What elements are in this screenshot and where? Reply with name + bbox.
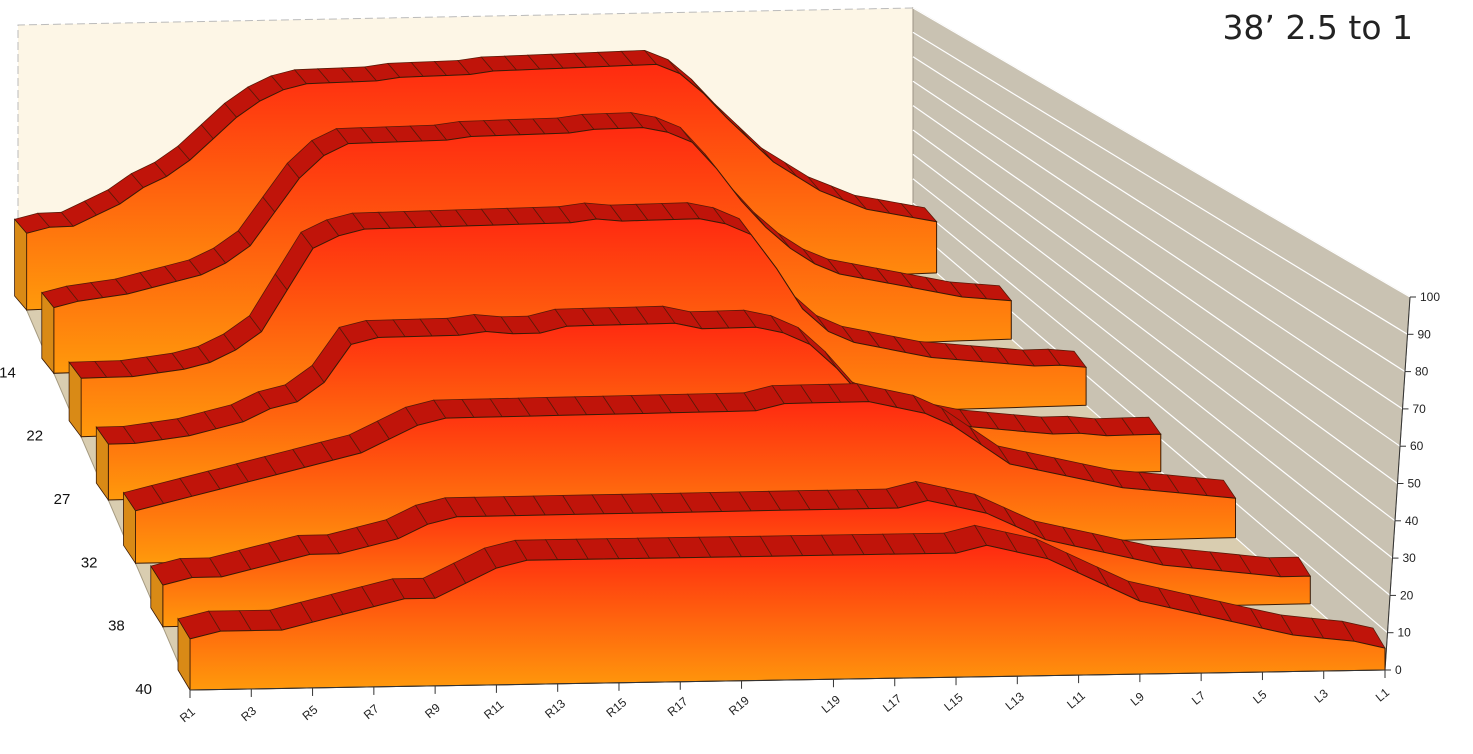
gridline-side — [912, 129, 1398, 484]
category-tick-label: R17 — [665, 694, 691, 719]
depth-tick-label: 22 — [26, 428, 43, 445]
category-tick-label: R9 — [422, 700, 443, 721]
category-tick-label: L11 — [1064, 688, 1088, 711]
z-tick-label: 20 — [1400, 588, 1414, 602]
category-tick-label: R3 — [238, 703, 259, 724]
z-tick-label: 70 — [1413, 402, 1427, 416]
category-axis-line — [189, 669, 1386, 691]
category-tick-label: L1 — [1373, 685, 1392, 705]
category-tick-label: R15 — [603, 695, 629, 720]
series-end-cap — [41, 291, 55, 375]
category-tick-label: L17 — [880, 691, 905, 715]
category-tick-label: R1 — [177, 704, 198, 725]
depth-tick-label: 40 — [135, 681, 152, 698]
series-end-cap — [95, 425, 109, 502]
series-end-cap — [150, 564, 164, 629]
z-tick-label: 30 — [1403, 551, 1417, 565]
gridline-side — [912, 153, 1396, 522]
series-end-cap — [14, 218, 28, 312]
z-tick-label: 80 — [1415, 365, 1429, 379]
series-end-cap — [123, 491, 136, 565]
gridline-side — [912, 178, 1393, 559]
category-tick-label: R11 — [481, 697, 506, 722]
category-tick-label: R13 — [542, 696, 568, 721]
category-tick-label: L5 — [1250, 687, 1269, 707]
depth-tick-label: 38 — [108, 618, 125, 635]
z-tick-label: 40 — [1405, 514, 1419, 528]
category-tick-label: L3 — [1312, 686, 1331, 706]
category-tick-label: R5 — [300, 702, 321, 723]
gridline-side — [912, 7, 1411, 298]
z-tick-label: 50 — [1408, 477, 1422, 491]
gridline-side — [912, 56, 1406, 373]
gridline-side — [912, 105, 1401, 447]
chart-annotation: 38’ 2.5 to 1 — [1222, 8, 1413, 47]
depth-tick-label: 27 — [54, 491, 71, 508]
gridline-side — [912, 31, 1408, 335]
z-tick-label: 0 — [1395, 663, 1402, 677]
category-tick-label: R19 — [726, 693, 752, 718]
z-tick-label: 60 — [1410, 439, 1424, 453]
category-tick-label: L15 — [941, 690, 966, 714]
series-end-cap — [68, 361, 82, 438]
series-end-cap — [177, 617, 191, 692]
gridline-side — [912, 80, 1403, 410]
category-tick-label: L13 — [1003, 689, 1028, 713]
category-tick-label: R7 — [361, 701, 382, 722]
gridline-side — [912, 202, 1391, 596]
z-tick-label: 90 — [1418, 327, 1432, 341]
z-axis-line — [1384, 296, 1411, 671]
category-tick-label: L19 — [819, 692, 844, 716]
z-tick-label: 100 — [1420, 290, 1440, 304]
z-tick-label: 10 — [1398, 626, 1412, 640]
depth-tick-label: 32 — [81, 554, 98, 571]
depth-tick-label: 14 — [0, 364, 16, 381]
category-tick-label: L9 — [1128, 689, 1147, 709]
category-tick-label: L7 — [1189, 688, 1208, 708]
